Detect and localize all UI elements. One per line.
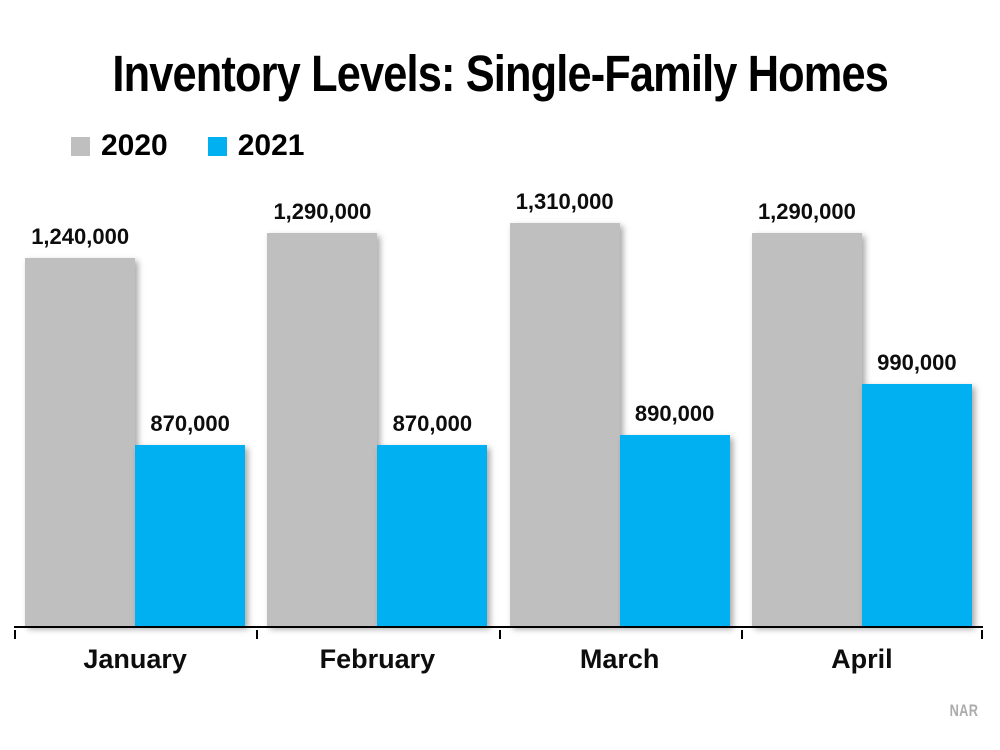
value-label-2021-february: 870,000: [392, 410, 473, 436]
month-label-april: April: [831, 644, 893, 674]
value-label-2021-january: 870,000: [150, 410, 230, 436]
title-container: Inventory Levels: Single-Family Homes: [0, 45, 1000, 102]
bar-group-april: 1,290,000 990,000: [741, 201, 983, 626]
bar-2020-april: [751, 233, 862, 626]
bar-2020-march: [509, 223, 620, 626]
bar-2021-april: [861, 384, 972, 626]
bar-2021-january: [135, 444, 246, 626]
value-label-2020-january: 1,240,000: [31, 224, 130, 250]
bar-group-january: 1,240,000 870,000: [14, 223, 256, 626]
month-label-february: February: [319, 644, 436, 674]
month-label-march: March: [579, 644, 660, 674]
bar-group-march: 1,310,000 890,000: [499, 191, 741, 626]
source-label: NAR: [949, 701, 978, 720]
bar-2021-march: [619, 434, 730, 626]
month-label-january: January: [83, 644, 187, 674]
legend-label-2020: 2020: [101, 129, 168, 162]
bar-2020-january: [25, 258, 136, 626]
bar-2020-february: [267, 233, 378, 626]
legend-swatch-2020-icon: [71, 136, 90, 156]
legend: 2020 2021: [71, 131, 305, 161]
value-label-2020-april: 1,290,000: [757, 199, 856, 225]
chart-title: Inventory Levels: Single-Family Homes: [112, 45, 888, 102]
axis-tick: [256, 630, 259, 639]
axis-tick: [14, 630, 16, 639]
value-label-2020-february: 1,290,000: [273, 199, 372, 225]
value-label-2021-march: 890,000: [634, 400, 715, 426]
axis-tick: [498, 630, 501, 639]
bar-2021-february: [377, 444, 488, 626]
bar-group-february: 1,290,000 870,000: [256, 201, 498, 626]
plot-area: 1,240,000 870,000 1,290,000 870,000 1,310,00…: [14, 191, 983, 628]
legend-item-2021: 2021: [207, 129, 305, 162]
value-label-2020-march: 1,310,000: [515, 189, 614, 214]
axis-tick: [981, 630, 983, 639]
x-axis-category-labels: January February March April: [14, 644, 983, 675]
value-label-2021-april: 990,000: [877, 350, 957, 376]
legend-swatch-2021-icon: [207, 136, 227, 156]
legend-item-2020: 2020: [71, 131, 168, 161]
axis-tick: [740, 630, 743, 639]
legend-label-2021: 2021: [237, 129, 305, 162]
